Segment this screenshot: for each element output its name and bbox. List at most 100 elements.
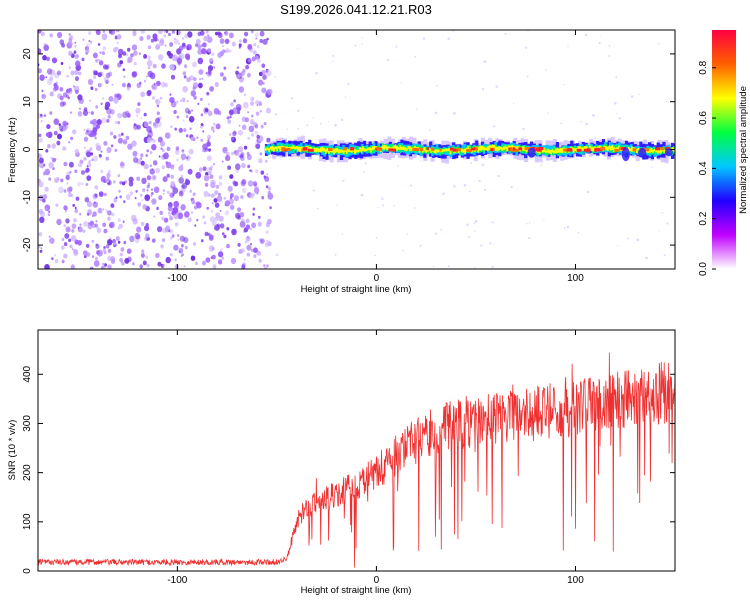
noise-blob [245, 218, 250, 224]
noise-dot [608, 44, 611, 47]
noise-blob [51, 143, 57, 149]
noise-blob [180, 153, 187, 160]
noise-blob [147, 66, 151, 70]
noise-blob [62, 92, 68, 98]
noise-blob [173, 244, 179, 251]
noise-blob [175, 146, 180, 151]
signal-band-cell [486, 146, 489, 151]
noise-blob [69, 244, 73, 249]
noise-dot [315, 71, 318, 75]
noise-blob [256, 192, 259, 195]
signal-band-cell [448, 148, 450, 152]
noise-blob [215, 184, 220, 189]
noise-blob [259, 30, 265, 37]
signal-band-cell [292, 145, 295, 153]
noise-blob [113, 197, 118, 203]
signal-band-cell [501, 147, 504, 151]
noise-dot [377, 206, 380, 209]
noise-blob [77, 111, 83, 117]
noise-blob [208, 148, 211, 152]
signal-band-cell [269, 146, 272, 150]
noise-blob [137, 202, 142, 207]
noise-blob [103, 246, 106, 249]
noise-blob [101, 265, 105, 269]
noise-blob [183, 128, 187, 133]
noise-blob [210, 165, 213, 169]
spectrogram-ytick-label: 20 [22, 48, 33, 60]
noise-blob [128, 176, 134, 183]
noise-blob [88, 111, 91, 114]
noise-blob [195, 171, 202, 179]
noise-blob [211, 220, 217, 227]
noise-blob [249, 227, 253, 231]
noise-blob [69, 111, 72, 114]
noise-blob [229, 115, 232, 119]
noise-blob [83, 221, 89, 227]
noise-blob [265, 107, 271, 114]
noise-dot [420, 160, 422, 162]
noise-blob [123, 240, 127, 245]
noise-blob [252, 213, 255, 216]
noise-blob [65, 174, 70, 181]
snr-marks [38, 352, 675, 568]
noise-blob [241, 162, 246, 169]
signal-band-cell [404, 147, 407, 151]
noise-blob [176, 100, 179, 104]
noise-blob [213, 198, 218, 203]
signal-peak [518, 147, 523, 151]
signal-band-cell [315, 148, 317, 153]
noise-blob [214, 82, 219, 87]
noise-blob [131, 44, 138, 51]
noise-blob [173, 212, 179, 220]
signal-band-cell [610, 146, 612, 151]
signal-peak [594, 148, 598, 152]
noise-blob [219, 38, 225, 44]
noise-blob [242, 68, 246, 73]
noise-blob [73, 85, 75, 88]
signal-peak [620, 147, 626, 151]
noise-blob [105, 156, 110, 161]
noise-blob [213, 122, 216, 126]
noise-dot [331, 60, 334, 62]
noise-blob [146, 137, 152, 144]
noise-blob [177, 234, 180, 237]
noise-blob [180, 204, 186, 211]
signal-peak [657, 147, 661, 151]
noise-blob [113, 97, 119, 104]
noise-dot [528, 237, 531, 240]
noise-blob [146, 175, 152, 181]
noise-dot [275, 253, 279, 257]
noise-blob [176, 57, 183, 64]
noise-blob [107, 210, 112, 216]
signal-peak [456, 148, 461, 152]
noise-blob [144, 163, 149, 170]
signal-peak [452, 148, 458, 152]
noise-blob [170, 236, 173, 240]
noise-blob [84, 169, 89, 174]
noise-blob [244, 240, 248, 244]
signal-band-cell [333, 149, 335, 155]
noise-blob [212, 264, 217, 269]
noise-blob [269, 206, 272, 210]
noise-blob [78, 107, 82, 111]
noise-blob [194, 224, 197, 227]
noise-blob [217, 251, 224, 258]
signal-peak [349, 147, 355, 151]
signal-band-cell [477, 147, 479, 153]
noise-blob [126, 86, 131, 91]
noise-dot [316, 207, 319, 210]
noise-blob [157, 226, 163, 233]
noise-blob [261, 69, 266, 76]
noise-blob [156, 104, 160, 108]
noise-blob [211, 52, 215, 56]
noise-blob [186, 46, 190, 50]
noise-blob [205, 108, 209, 113]
signal-band-cell [323, 147, 326, 152]
signal-band-cell [482, 146, 484, 150]
signal-band-cell [313, 147, 316, 152]
noise-blob [240, 195, 244, 199]
noise-blob [118, 133, 122, 138]
noise-dot [491, 221, 494, 224]
noise-dot [586, 190, 590, 194]
signal-band-cell [550, 150, 552, 154]
